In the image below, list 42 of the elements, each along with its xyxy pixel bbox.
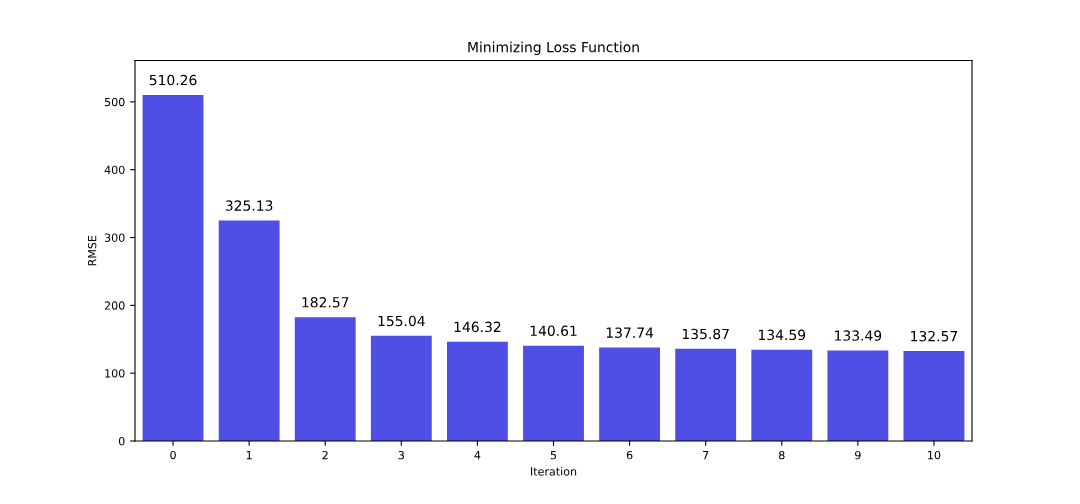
data-label: 132.57 (911, 330, 958, 342)
chart-title: Minimizing Loss Function (468, 41, 639, 56)
x-tick-label: 0 (170, 450, 176, 460)
bar (675, 348, 737, 441)
x-tick-label: 5 (550, 451, 557, 460)
data-label: 134.59 (759, 329, 806, 341)
y-tick-label: 200 (104, 301, 125, 310)
bar (294, 317, 356, 441)
data-label: 182.57 (302, 297, 349, 308)
x-tick-label: 8 (778, 450, 785, 460)
data-label: 135.87 (682, 328, 729, 340)
data-label: 146.32 (454, 321, 501, 333)
bar (142, 94, 204, 441)
x-tick-label: 1 (246, 451, 252, 460)
bar (599, 347, 661, 441)
y-axis-title: RMSE (87, 235, 97, 266)
bar (370, 335, 432, 441)
data-label: 133.49 (835, 330, 882, 341)
x-tick-label: 10 (928, 450, 941, 460)
bar (446, 341, 508, 441)
data-label: 137.74 (606, 327, 654, 338)
y-tick-label: 400 (104, 165, 125, 175)
bar (903, 351, 965, 441)
x-tick-label: 7 (703, 451, 709, 460)
data-label: 140.61 (530, 325, 577, 336)
data-label: 155.04 (378, 315, 425, 327)
y-tick-label: 0 (118, 436, 125, 446)
bar (827, 350, 889, 441)
x-tick-label: 2 (322, 450, 328, 460)
x-tick-label: 9 (855, 450, 861, 460)
y-tick-label: 300 (104, 233, 125, 242)
data-label: 325.13 (225, 200, 273, 211)
x-tick-label: 3 (398, 450, 404, 460)
bar (523, 345, 584, 441)
bar (751, 349, 813, 441)
x-tick-label: 4 (474, 451, 481, 460)
y-tick-label: 500 (104, 97, 125, 107)
data-label: 510.26 (149, 74, 197, 86)
bar (218, 220, 280, 441)
y-tick-label: 100 (105, 369, 125, 378)
x-axis-title: Iteration (531, 467, 577, 476)
x-tick-label: 6 (626, 450, 633, 460)
